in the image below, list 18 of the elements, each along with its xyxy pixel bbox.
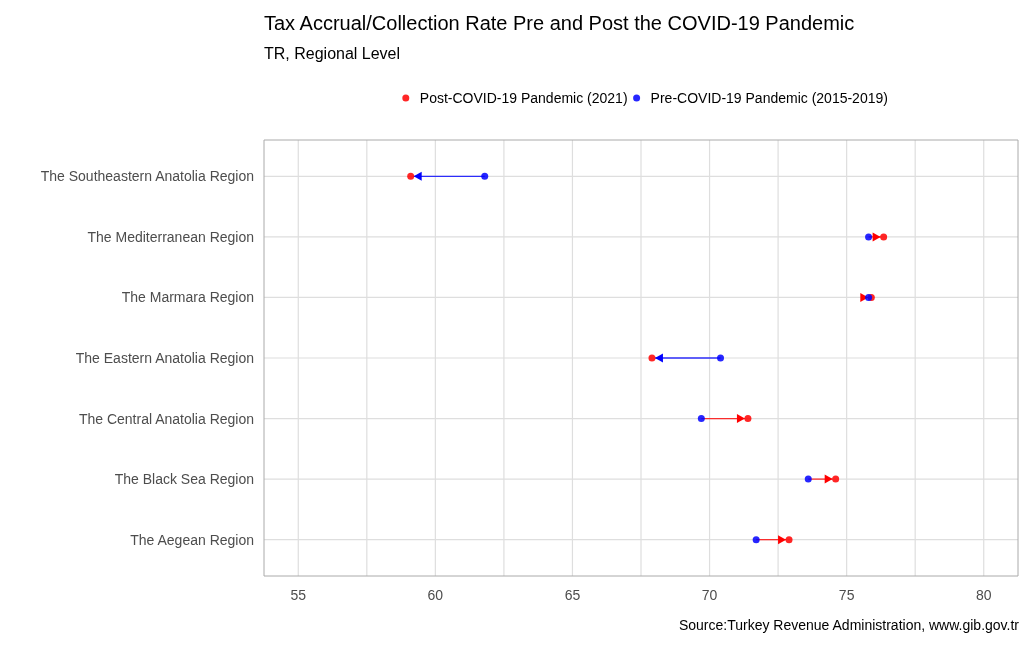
chart-subtitle: TR, Regional Level <box>264 45 401 62</box>
source-note: Source:Turkey Revenue Administration, www.gib.gov.tr <box>678 617 1020 633</box>
y-tick-label: The Eastern Anatolia Region <box>75 350 254 366</box>
x-tick-label: 80 <box>975 587 992 603</box>
y-tick-label: The Black Sea Region <box>114 471 254 488</box>
x-tick-label: 75 <box>838 587 855 603</box>
chart-title: Tax Accrual/Collection Rate Pre and Post the COVID-19 Pandemic <box>264 12 855 34</box>
x-tick-label: 55 <box>290 587 307 603</box>
y-tick-label: The Aegean Region <box>130 531 254 548</box>
x-tick-label: 65 <box>564 587 581 603</box>
y-tick-label: The Mediterranean Region <box>87 228 254 245</box>
legend-label: Post-COVID-19 Pandemic (2021) <box>419 90 628 106</box>
y-tick-label: The Marmara Region <box>121 289 254 306</box>
y-tick-label: The Southeastern Anatolia Region <box>40 168 254 185</box>
y-tick-label: The Central Anatolia Region <box>78 410 254 427</box>
x-tick-label: 70 <box>701 587 718 603</box>
x-tick-label: 60 <box>427 587 444 603</box>
legend-label: Pre-COVID-19 Pandemic (2015-2019) <box>650 90 888 106</box>
